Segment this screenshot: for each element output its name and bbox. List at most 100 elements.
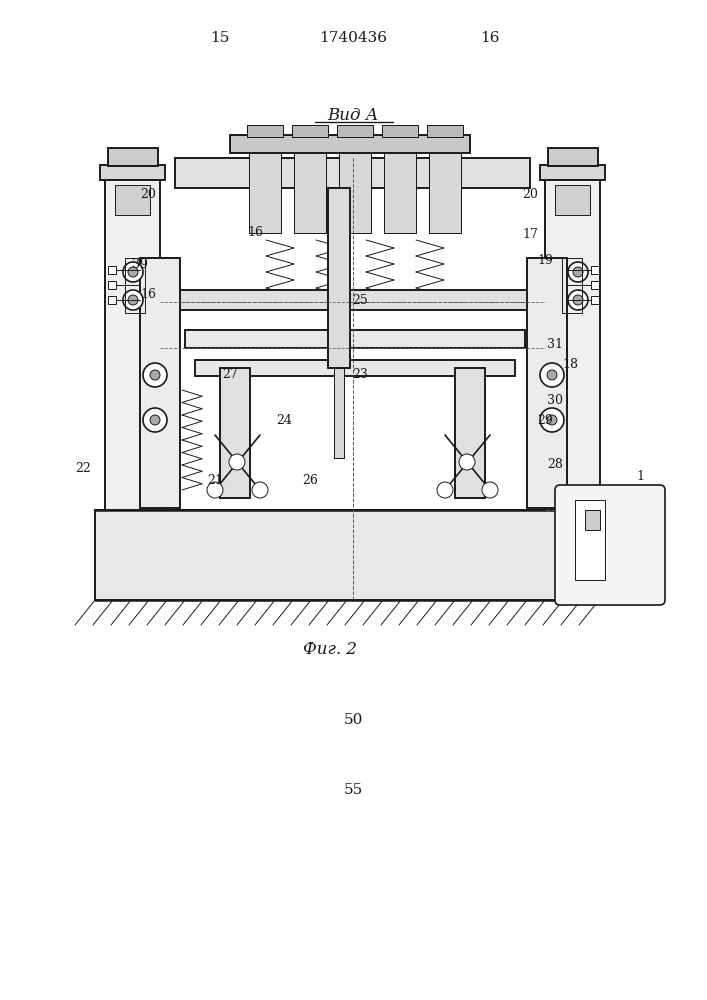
Bar bbox=[548, 148, 598, 166]
Bar bbox=[591, 296, 599, 304]
Bar bbox=[292, 125, 328, 137]
Bar bbox=[294, 148, 326, 233]
Bar bbox=[105, 175, 160, 510]
Bar bbox=[220, 368, 250, 498]
Bar bbox=[105, 175, 160, 510]
Text: 15: 15 bbox=[210, 31, 230, 45]
Bar bbox=[195, 360, 515, 376]
Bar bbox=[455, 368, 485, 498]
Bar bbox=[339, 148, 371, 233]
Bar bbox=[249, 148, 281, 233]
Bar bbox=[140, 258, 180, 508]
Text: 30: 30 bbox=[547, 393, 563, 406]
Circle shape bbox=[573, 295, 583, 305]
Text: 28: 28 bbox=[547, 458, 563, 472]
Bar bbox=[230, 135, 470, 153]
FancyBboxPatch shape bbox=[555, 485, 665, 605]
Text: 20: 20 bbox=[140, 188, 156, 202]
Bar bbox=[292, 125, 328, 137]
Circle shape bbox=[128, 295, 138, 305]
Bar bbox=[108, 281, 116, 289]
Bar bbox=[585, 510, 600, 530]
Circle shape bbox=[123, 290, 143, 310]
Circle shape bbox=[229, 454, 245, 470]
Circle shape bbox=[540, 408, 564, 432]
Bar bbox=[100, 165, 165, 180]
Text: 24: 24 bbox=[276, 414, 292, 426]
Circle shape bbox=[568, 290, 588, 310]
Bar bbox=[108, 148, 158, 166]
Bar bbox=[100, 165, 165, 180]
Bar bbox=[339, 148, 371, 233]
Bar bbox=[249, 148, 281, 233]
Bar bbox=[545, 175, 600, 510]
Bar bbox=[220, 368, 250, 498]
Bar bbox=[562, 258, 582, 313]
Text: 23: 23 bbox=[352, 368, 368, 381]
Text: 18: 18 bbox=[562, 359, 578, 371]
Text: 55: 55 bbox=[344, 783, 363, 797]
Circle shape bbox=[150, 370, 160, 380]
Bar bbox=[555, 185, 590, 215]
Bar bbox=[294, 148, 326, 233]
Circle shape bbox=[207, 482, 223, 498]
Bar bbox=[545, 175, 600, 510]
Circle shape bbox=[568, 262, 588, 282]
Bar bbox=[95, 510, 610, 600]
Circle shape bbox=[459, 454, 475, 470]
Text: 29: 29 bbox=[537, 414, 553, 426]
Circle shape bbox=[482, 482, 498, 498]
Bar bbox=[591, 266, 599, 274]
Bar bbox=[429, 148, 461, 233]
Bar bbox=[427, 125, 463, 137]
Circle shape bbox=[252, 482, 268, 498]
Bar bbox=[575, 500, 605, 580]
Text: Фиг. 2: Фиг. 2 bbox=[303, 642, 357, 658]
Bar bbox=[230, 135, 470, 153]
Bar bbox=[527, 258, 567, 508]
Bar bbox=[328, 188, 350, 368]
Text: 16: 16 bbox=[140, 288, 156, 302]
Circle shape bbox=[437, 482, 453, 498]
Bar bbox=[195, 360, 515, 376]
Bar bbox=[185, 330, 525, 348]
Circle shape bbox=[547, 370, 557, 380]
Text: 1: 1 bbox=[636, 471, 644, 484]
Text: 17: 17 bbox=[522, 229, 538, 241]
Bar bbox=[247, 125, 283, 137]
Circle shape bbox=[547, 415, 557, 425]
Bar bbox=[429, 148, 461, 233]
Bar bbox=[170, 290, 540, 310]
Bar bbox=[527, 258, 567, 508]
Bar bbox=[170, 290, 540, 310]
Bar bbox=[382, 125, 418, 137]
Circle shape bbox=[128, 267, 138, 277]
Text: 19: 19 bbox=[537, 253, 553, 266]
Bar bbox=[334, 368, 344, 458]
Bar bbox=[108, 266, 116, 274]
Bar bbox=[115, 185, 150, 215]
Bar bbox=[384, 148, 416, 233]
Bar bbox=[591, 281, 599, 289]
Text: 22: 22 bbox=[75, 462, 91, 475]
Bar bbox=[125, 258, 145, 313]
Bar bbox=[540, 165, 605, 180]
Bar bbox=[108, 296, 116, 304]
Text: 50: 50 bbox=[344, 713, 363, 727]
Bar bbox=[95, 510, 610, 600]
Text: Вид А: Вид А bbox=[327, 106, 379, 123]
Bar bbox=[540, 165, 605, 180]
Bar bbox=[185, 330, 525, 348]
Bar bbox=[140, 258, 180, 508]
Bar bbox=[108, 148, 158, 166]
Bar bbox=[427, 125, 463, 137]
Bar bbox=[337, 125, 373, 137]
Bar bbox=[548, 148, 598, 166]
Text: 25: 25 bbox=[352, 294, 368, 306]
Bar bbox=[455, 368, 485, 498]
Circle shape bbox=[143, 408, 167, 432]
Circle shape bbox=[123, 262, 143, 282]
Bar bbox=[384, 148, 416, 233]
Text: 26: 26 bbox=[302, 474, 318, 487]
Bar bbox=[175, 158, 530, 188]
